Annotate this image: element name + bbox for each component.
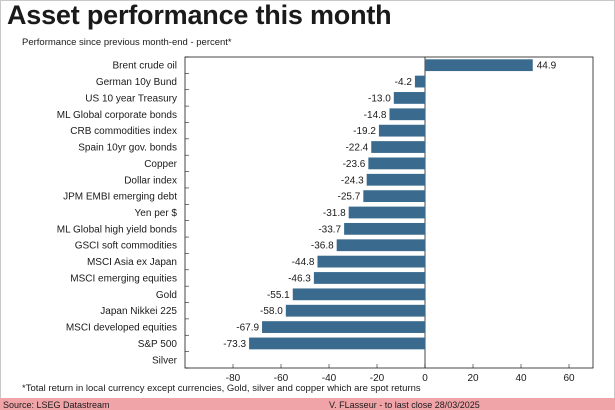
category-label: MSCI Asia ex Japan bbox=[87, 257, 177, 268]
value-label: -55.1 bbox=[267, 290, 290, 301]
x-tick-label: -40 bbox=[322, 373, 337, 384]
value-label: -73.3 bbox=[223, 339, 246, 350]
value-label: -58.0 bbox=[260, 306, 283, 317]
value-label: -14.8 bbox=[364, 110, 387, 121]
category-label: S&P 500 bbox=[138, 339, 178, 350]
bar bbox=[262, 321, 425, 333]
footer-bar bbox=[0, 398, 615, 410]
bar bbox=[363, 190, 425, 203]
category-label: CRB commodities index bbox=[70, 126, 177, 137]
chart-title: Asset performance this month bbox=[7, 0, 392, 30]
category-label: GSCI soft commodities bbox=[75, 241, 177, 252]
category-label: MSCI emerging equities bbox=[70, 273, 177, 284]
x-tick-label: 40 bbox=[515, 373, 527, 384]
bar bbox=[317, 255, 425, 268]
category-label: MSCI developed equities bbox=[66, 323, 177, 334]
bar bbox=[285, 304, 425, 317]
bar bbox=[378, 124, 425, 137]
bar bbox=[389, 108, 425, 121]
chart-subtitle: Performance since previous month-end - p… bbox=[22, 37, 232, 48]
x-tick-label: 60 bbox=[563, 373, 575, 384]
x-tick-label: -80 bbox=[226, 373, 241, 384]
value-label: -31.8 bbox=[323, 208, 346, 219]
value-label: -25.7 bbox=[338, 192, 361, 203]
category-label: Japan Nikkei 225 bbox=[100, 306, 177, 317]
plot-border bbox=[184, 56, 594, 369]
chart-footnote: *Total return in local currency except c… bbox=[22, 383, 421, 394]
bar bbox=[336, 239, 425, 252]
category-label: Yen per $ bbox=[135, 208, 178, 219]
value-label: -44.8 bbox=[292, 257, 315, 268]
bar bbox=[368, 157, 425, 170]
footer-source: Source: LSEG Datastream bbox=[3, 400, 110, 410]
bar bbox=[348, 206, 425, 219]
category-label: JPM EMBI emerging debt bbox=[63, 192, 177, 203]
x-tick-label: -20 bbox=[370, 373, 385, 384]
value-label: 44.9 bbox=[537, 61, 557, 72]
category-label: ML Global high yield bonds bbox=[57, 224, 177, 235]
category-label: Gold bbox=[156, 290, 177, 301]
value-label: -22.4 bbox=[345, 143, 368, 154]
category-label: ML Global corporate bonds bbox=[57, 110, 177, 121]
category-label: US 10 year Treasury bbox=[85, 93, 177, 104]
footer-credit: V. FLasseur - to last close 28/03/2025 bbox=[329, 400, 480, 410]
bar bbox=[366, 173, 425, 186]
value-label: -46.3 bbox=[288, 273, 311, 284]
value-label: -33.7 bbox=[318, 224, 341, 235]
bar bbox=[313, 272, 425, 284]
bar bbox=[393, 92, 425, 104]
category-label: Dollar index bbox=[124, 175, 177, 186]
value-label: -4.2 bbox=[395, 77, 413, 88]
value-label: -24.3 bbox=[341, 175, 364, 186]
bar bbox=[425, 59, 533, 72]
value-label: -36.8 bbox=[311, 241, 334, 252]
bar bbox=[344, 222, 425, 235]
value-label: -19.2 bbox=[353, 126, 376, 137]
x-tick-label: -60 bbox=[274, 373, 289, 384]
value-label: -23.6 bbox=[343, 159, 366, 170]
x-tick-label: 0 bbox=[422, 373, 428, 384]
category-label: Spain 10yr gov. bonds bbox=[78, 143, 177, 154]
category-label: Silver bbox=[152, 355, 178, 366]
value-label: -67.9 bbox=[236, 323, 259, 334]
category-label: Brent crude oil bbox=[113, 61, 177, 72]
x-tick-label: 20 bbox=[467, 373, 479, 384]
bar bbox=[371, 141, 425, 153]
bar bbox=[292, 288, 425, 301]
category-label: Copper bbox=[144, 159, 177, 170]
bar bbox=[249, 337, 425, 350]
category-label: German 10y Bund bbox=[96, 77, 177, 88]
bar bbox=[414, 75, 425, 88]
value-label: -13.0 bbox=[368, 93, 391, 104]
